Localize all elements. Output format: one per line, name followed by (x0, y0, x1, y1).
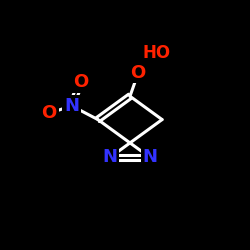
Text: N: N (142, 148, 157, 166)
Text: N: N (64, 97, 79, 115)
Text: N: N (103, 148, 118, 166)
Text: O: O (42, 104, 57, 122)
Text: HO: HO (142, 44, 170, 62)
Text: O: O (130, 64, 145, 82)
Text: O: O (73, 73, 88, 91)
